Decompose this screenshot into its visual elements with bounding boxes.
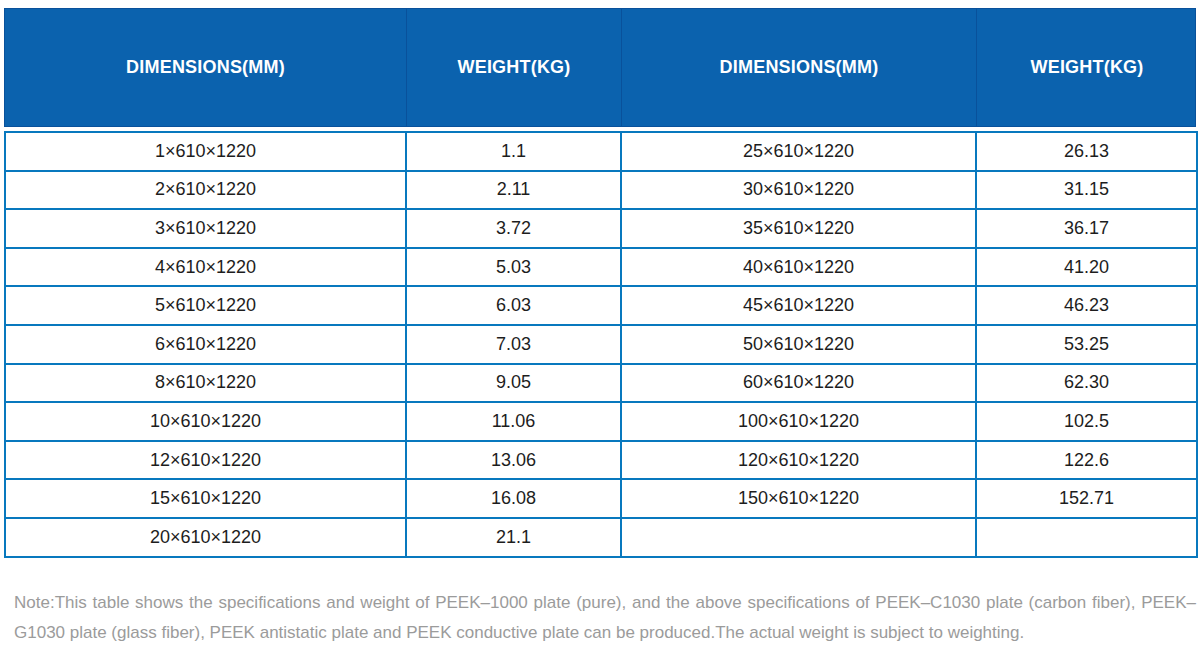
table-row: 20×610×1220 21.1 <box>5 518 1197 557</box>
dimensions-cell: 6×610×1220 <box>5 325 406 364</box>
table-row: 4×610×1220 5.03 40×610×1220 41.20 <box>5 248 1197 287</box>
dimensions-cell: 4×610×1220 <box>5 248 406 287</box>
dimensions-cell: 20×610×1220 <box>5 518 406 557</box>
table-row: 8×610×1220 9.05 60×610×1220 62.30 <box>5 364 1197 403</box>
dimensions-cell: 15×610×1220 <box>5 479 406 518</box>
weight-cell: 13.06 <box>406 441 621 480</box>
table-row: 3×610×1220 3.72 35×610×1220 36.17 <box>5 209 1197 248</box>
column-header-dimensions-left: DIMENSIONS(MM) <box>5 9 406 126</box>
table-row: 2×610×1220 2.11 30×610×1220 31.15 <box>5 171 1197 210</box>
column-header-dimensions-right: DIMENSIONS(MM) <box>621 9 976 126</box>
dimensions-cell: 150×610×1220 <box>621 479 976 518</box>
weight-cell: 102.5 <box>976 402 1197 441</box>
peek-plate-spec-page: DIMENSIONS(MM) WEIGHT(KG) DIMENSIONS(MM)… <box>0 0 1200 648</box>
dimensions-cell: 30×610×1220 <box>621 171 976 210</box>
table-row: 15×610×1220 16.08 150×610×1220 152.71 <box>5 479 1197 518</box>
weight-cell: 6.03 <box>406 286 621 325</box>
dimensions-cell: 40×610×1220 <box>621 248 976 287</box>
table-row: 6×610×1220 7.03 50×610×1220 53.25 <box>5 325 1197 364</box>
weight-cell: 1.1 <box>406 132 621 171</box>
weight-cell: 3.72 <box>406 209 621 248</box>
weight-cell: 26.13 <box>976 132 1197 171</box>
weight-cell: 16.08 <box>406 479 621 518</box>
dimensions-cell: 1×610×1220 <box>5 132 406 171</box>
weight-cell: 46.23 <box>976 286 1197 325</box>
dimensions-cell <box>621 518 976 557</box>
table-rows: 1×610×1220 1.1 25×610×1220 26.13 2×610×1… <box>5 132 1197 557</box>
weight-cell: 122.6 <box>976 441 1197 480</box>
table-footnote: Note:This table shows the specifications… <box>14 588 1196 648</box>
dimensions-cell: 120×610×1220 <box>621 441 976 480</box>
column-header-weight-left: WEIGHT(KG) <box>406 9 621 126</box>
dimensions-cell: 2×610×1220 <box>5 171 406 210</box>
table-row: 1×610×1220 1.1 25×610×1220 26.13 <box>5 132 1197 171</box>
weight-cell: 21.1 <box>406 518 621 557</box>
weight-cell: 53.25 <box>976 325 1197 364</box>
weight-cell: 9.05 <box>406 364 621 403</box>
dimensions-cell: 5×610×1220 <box>5 286 406 325</box>
dimensions-cell: 60×610×1220 <box>621 364 976 403</box>
column-header-weight-right: WEIGHT(KG) <box>976 9 1197 126</box>
dimensions-cell: 25×610×1220 <box>621 132 976 171</box>
table-row: 5×610×1220 6.03 45×610×1220 46.23 <box>5 286 1197 325</box>
weight-cell: 152.71 <box>976 479 1197 518</box>
spec-table: DIMENSIONS(MM) WEIGHT(KG) DIMENSIONS(MM)… <box>4 8 1196 558</box>
weight-cell: 62.30 <box>976 364 1197 403</box>
weight-cell: 5.03 <box>406 248 621 287</box>
spec-table-body: 1×610×1220 1.1 25×610×1220 26.13 2×610×1… <box>4 131 1198 558</box>
weight-cell: 36.17 <box>976 209 1197 248</box>
weight-cell: 31.15 <box>976 171 1197 210</box>
dimensions-cell: 10×610×1220 <box>5 402 406 441</box>
weight-cell: 11.06 <box>406 402 621 441</box>
dimensions-cell: 100×610×1220 <box>621 402 976 441</box>
dimensions-cell: 35×610×1220 <box>621 209 976 248</box>
weight-cell: 41.20 <box>976 248 1197 287</box>
table-row: 12×610×1220 13.06 120×610×1220 122.6 <box>5 441 1197 480</box>
dimensions-cell: 8×610×1220 <box>5 364 406 403</box>
table-row: 10×610×1220 11.06 100×610×1220 102.5 <box>5 402 1197 441</box>
dimensions-cell: 50×610×1220 <box>621 325 976 364</box>
weight-cell: 2.11 <box>406 171 621 210</box>
dimensions-cell: 45×610×1220 <box>621 286 976 325</box>
weight-cell <box>976 518 1197 557</box>
dimensions-cell: 3×610×1220 <box>5 209 406 248</box>
weight-cell: 7.03 <box>406 325 621 364</box>
table-header-row: DIMENSIONS(MM) WEIGHT(KG) DIMENSIONS(MM)… <box>4 8 1196 127</box>
dimensions-cell: 12×610×1220 <box>5 441 406 480</box>
